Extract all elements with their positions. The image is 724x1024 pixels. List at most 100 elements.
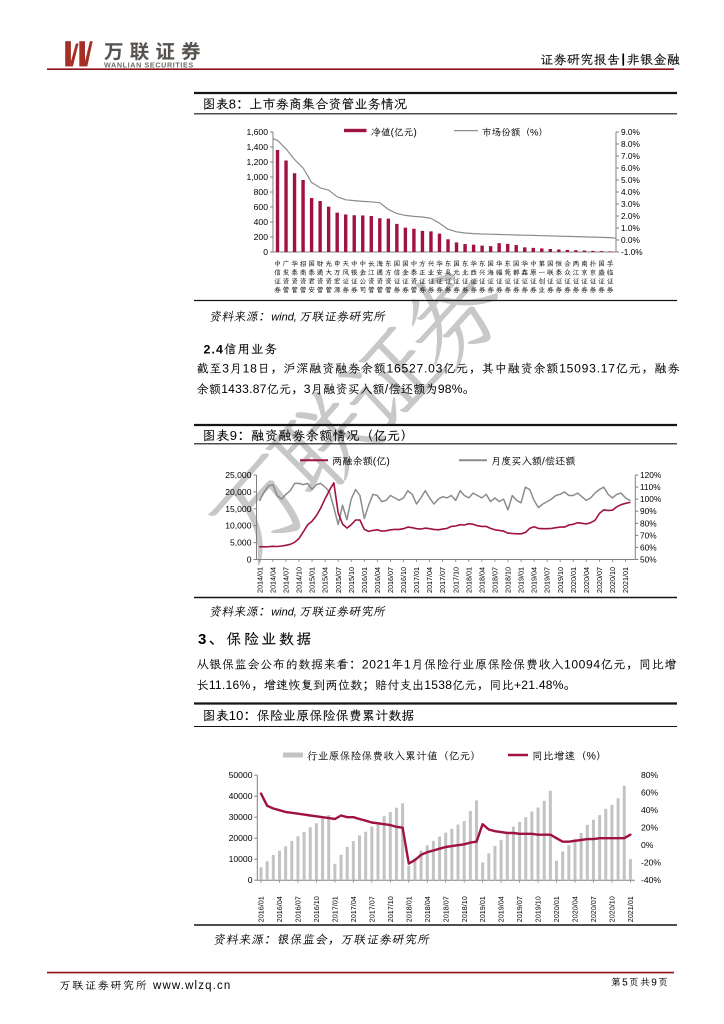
svg-text:11.16%: 11.16% xyxy=(209,678,251,692)
svg-text:16527.03: 16527.03 xyxy=(386,362,443,376)
svg-text:2019/07: 2019/07 xyxy=(543,567,552,593)
svg-text:2016/01: 2016/01 xyxy=(360,567,369,593)
svg-text:9.0%: 9.0% xyxy=(621,127,641,137)
svg-text:8: 8 xyxy=(229,97,236,112)
svg-text:400: 400 xyxy=(254,217,269,227)
svg-text:50000: 50000 xyxy=(229,770,253,780)
svg-text:7.0%: 7.0% xyxy=(621,151,641,161)
svg-text:2019/04: 2019/04 xyxy=(497,896,506,922)
svg-text:80%: 80% xyxy=(641,770,659,780)
svg-text:2017/01: 2017/01 xyxy=(412,567,421,593)
svg-text:/: / xyxy=(385,382,389,396)
svg-text:6.0%: 6.0% xyxy=(621,163,641,173)
svg-text:3: 3 xyxy=(222,362,230,376)
svg-text:): ) xyxy=(386,457,389,468)
svg-text:2019/01: 2019/01 xyxy=(478,896,487,922)
svg-text:2015/10: 2015/10 xyxy=(347,567,356,593)
svg-text:1,400: 1,400 xyxy=(246,142,268,152)
svg-text:2.0%: 2.0% xyxy=(621,211,641,221)
svg-text:2018/07: 2018/07 xyxy=(441,896,450,922)
svg-text:2016/07: 2016/07 xyxy=(386,567,395,593)
svg-text:2019/04: 2019/04 xyxy=(530,567,539,593)
svg-text:2.4: 2.4 xyxy=(204,342,225,356)
svg-text:10,000: 10,000 xyxy=(225,521,252,531)
svg-text:-1.0%: -1.0% xyxy=(621,247,643,257)
svg-text:1.0%: 1.0% xyxy=(621,223,641,233)
svg-text:-20%: -20% xyxy=(641,858,661,868)
svg-text:30000: 30000 xyxy=(229,812,253,822)
svg-text:40%: 40% xyxy=(641,805,659,815)
svg-text:2021/01: 2021/01 xyxy=(626,896,635,922)
svg-text:-40%: -40% xyxy=(641,875,661,885)
svg-text:2018/07: 2018/07 xyxy=(491,567,500,593)
svg-text:2018/01: 2018/01 xyxy=(464,567,473,593)
svg-text:90%: 90% xyxy=(640,506,657,516)
svg-text:2014/10: 2014/10 xyxy=(295,567,304,593)
svg-text:2015/07: 2015/07 xyxy=(334,567,343,593)
svg-text:): ) xyxy=(413,128,416,139)
svg-text:2021/01: 2021/01 xyxy=(621,567,630,593)
svg-text:600: 600 xyxy=(254,202,269,212)
svg-text:18: 18 xyxy=(243,362,258,376)
svg-text:100%: 100% xyxy=(640,494,662,504)
svg-text:1: 1 xyxy=(404,658,411,672)
svg-text:5,000: 5,000 xyxy=(230,538,252,548)
svg-text:20,000: 20,000 xyxy=(225,487,252,497)
svg-text:(: ( xyxy=(373,457,377,468)
svg-text:%: % xyxy=(530,128,539,139)
svg-text:2020/01: 2020/01 xyxy=(569,567,578,593)
svg-text:+21.48%: +21.48% xyxy=(514,678,564,692)
svg-text:50%: 50% xyxy=(640,555,657,565)
svg-text:wind,: wind, xyxy=(271,312,297,324)
svg-text:3.0%: 3.0% xyxy=(621,199,641,209)
svg-text:5: 5 xyxy=(622,978,629,989)
svg-text:4.0%: 4.0% xyxy=(621,187,641,197)
svg-text:40000: 40000 xyxy=(229,791,253,801)
svg-text:2018/04: 2018/04 xyxy=(423,896,432,922)
svg-text:3: 3 xyxy=(304,382,311,396)
svg-text:2019/07: 2019/07 xyxy=(515,896,524,922)
svg-text:200: 200 xyxy=(254,232,269,242)
svg-text:2018/10: 2018/10 xyxy=(504,567,513,593)
svg-text:25,000: 25,000 xyxy=(225,470,252,480)
svg-text:1,200: 1,200 xyxy=(246,157,268,167)
svg-text:2020/07: 2020/07 xyxy=(595,567,604,593)
svg-text:110%: 110% xyxy=(640,482,661,492)
svg-text:2015/01: 2015/01 xyxy=(308,567,317,593)
svg-text:2016/04: 2016/04 xyxy=(373,567,382,593)
svg-text:2020/04: 2020/04 xyxy=(571,896,580,922)
svg-text:70%: 70% xyxy=(640,530,657,540)
svg-text:%: % xyxy=(587,751,597,763)
svg-text:20%: 20% xyxy=(641,823,659,833)
svg-text:2017/10: 2017/10 xyxy=(451,567,460,593)
svg-text:120%: 120% xyxy=(640,470,662,480)
svg-text:98%: 98% xyxy=(438,382,463,396)
svg-text:2017/10: 2017/10 xyxy=(386,896,395,922)
svg-text:WANLIAN SECURITIES: WANLIAN SECURITIES xyxy=(104,61,194,70)
svg-text:2018/04: 2018/04 xyxy=(477,567,486,593)
svg-text:0: 0 xyxy=(247,555,252,565)
svg-text:2019/10: 2019/10 xyxy=(534,896,543,922)
svg-text:0.0%: 0.0% xyxy=(621,235,641,245)
svg-text:2017/04: 2017/04 xyxy=(349,896,358,922)
svg-text:2016/10: 2016/10 xyxy=(312,896,321,922)
svg-text:9: 9 xyxy=(230,428,238,443)
svg-text:9: 9 xyxy=(651,978,658,989)
svg-text:5.0%: 5.0% xyxy=(621,175,641,185)
svg-text:2021: 2021 xyxy=(362,658,391,672)
svg-text:10094: 10094 xyxy=(564,658,601,672)
svg-text:2017/07: 2017/07 xyxy=(367,896,376,922)
svg-text:2016/10: 2016/10 xyxy=(399,567,408,593)
svg-text:2015/04: 2015/04 xyxy=(321,567,330,593)
svg-text:2019/10: 2019/10 xyxy=(556,567,565,593)
svg-text:3: 3 xyxy=(198,631,209,648)
svg-text:10000: 10000 xyxy=(229,854,253,864)
svg-text:8.0%: 8.0% xyxy=(621,139,641,149)
svg-text:2016/04: 2016/04 xyxy=(275,896,284,922)
svg-text:15,000: 15,000 xyxy=(225,504,252,514)
svg-text:2018/10: 2018/10 xyxy=(460,896,469,922)
svg-text:2020/10: 2020/10 xyxy=(608,896,617,922)
svg-text:20000: 20000 xyxy=(229,833,253,843)
svg-text:wind,: wind, xyxy=(271,607,297,619)
svg-text:1,000: 1,000 xyxy=(246,172,268,182)
